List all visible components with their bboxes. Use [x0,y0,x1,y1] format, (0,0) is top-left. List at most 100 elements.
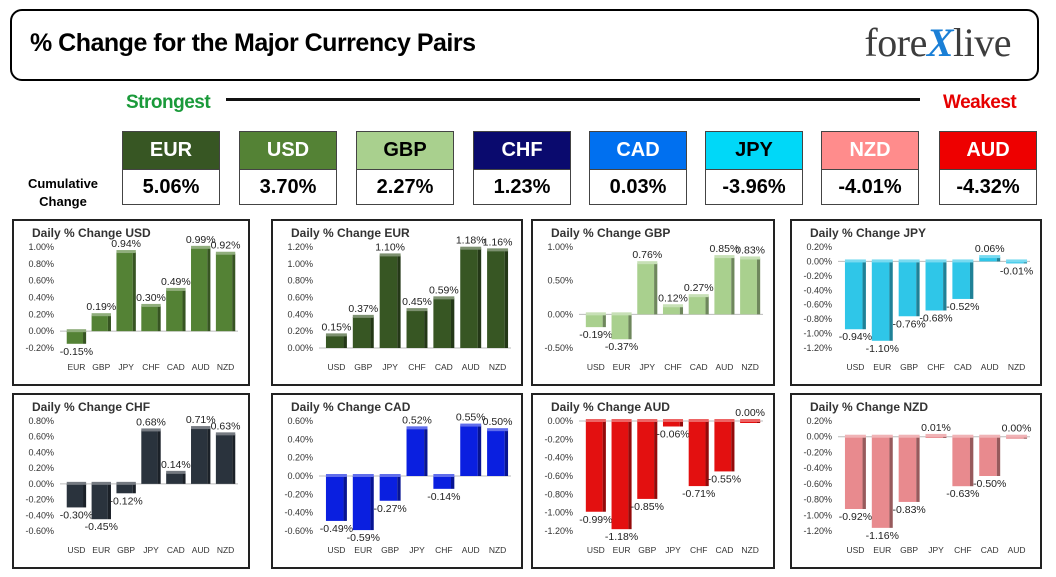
y-tick-label: 1.00% [28,242,54,252]
bar-top [91,481,111,485]
bar-top [487,248,509,252]
data-label: 0.59% [429,284,459,296]
data-label: 0.14% [161,459,191,471]
bar-front [191,428,208,484]
y-tick-label: 0.00% [28,479,54,489]
x-tick-label: GBP [900,362,918,372]
bar [379,474,401,501]
chart-panel-jpy: Daily % Change JPY 0.20% 0.00% -0.20% -0.40%… [790,219,1042,386]
data-label: 0.52% [402,414,432,426]
bar-front [352,316,371,348]
bar-top [433,474,455,477]
data-label: -0.59% [347,532,380,544]
bar-top [979,434,1001,438]
bar-side [477,425,482,476]
data-label: -0.06% [656,429,689,441]
chart-panel-usd: Daily % Change USD 1.00% 0.80% 0.60% 0.40% 0.… [12,219,250,386]
bar-front [215,434,233,484]
bar-top [925,259,947,263]
bar-front [871,436,890,528]
bar [637,419,658,499]
y-tick-label: -0.60% [803,479,832,489]
data-label: 0.49% [161,276,191,288]
data-label: -0.27% [374,503,407,515]
y-tick-label: 0.00% [806,256,832,266]
x-tick-label: EUR [92,545,110,555]
bar-front [406,310,425,348]
chart-panel-cad: Daily % Change CAD 0.60% 0.40% 0.20% 0.00% -0… [271,393,523,569]
bar-top [487,428,509,432]
x-tick-label: NZD [217,362,234,372]
y-tick-label: 0.00% [806,432,832,442]
data-label: -0.76% [893,318,926,330]
bar-front [871,261,890,341]
x-tick-label: EUR [67,362,85,372]
data-label: -0.71% [682,488,715,500]
bar-chart: 0.20% 0.00% -0.20% -0.40% -0.60% -0.80% -1.00%… [803,242,1033,372]
data-label: 1.16% [483,236,513,248]
cumulative-change-value: -4.32% [956,176,1020,198]
y-tick-label: -0.60% [803,300,832,310]
bar-top [352,314,374,318]
y-tick-label: 0.00% [28,326,54,336]
bar-top [688,419,709,422]
bar-chart: 0.00% -0.20% -0.40% -0.60% -0.80% -1.00% -1.20… [544,407,765,555]
x-tick-label: CHF [435,545,452,555]
data-label: -0.63% [946,488,979,500]
bar [714,255,735,315]
bar [688,294,709,315]
chart-title: Daily % Change JPY [810,226,927,240]
cumulative-change-value: 3.70% [259,176,317,198]
currency-code: AUD [940,132,1036,170]
bar [352,474,374,531]
bar-front [487,250,505,348]
bar [844,259,866,330]
x-tick-label: EUR [873,545,891,555]
x-tick-label: CAD [690,362,708,372]
x-tick-label: GBP [900,545,918,555]
currency-code: NZD [822,132,918,170]
bar-top [66,481,87,485]
x-tick-label: NZD [217,545,234,555]
bar [611,419,632,530]
data-label: -0.30% [60,509,93,521]
x-tick-label: CHF [954,545,971,555]
y-tick-label: 0.40% [287,434,313,444]
bar-front [460,248,478,348]
y-tick-label: 0.20% [806,416,832,426]
bar-side [370,316,374,348]
x-tick-label: USD [67,545,85,555]
data-label: 0.01% [921,422,951,434]
bar [116,250,136,332]
weakest-label: Weakest [943,92,1017,113]
data-label: -0.55% [708,473,741,485]
bar-front [844,261,863,330]
bar-side [654,263,658,315]
bar-side [916,261,920,317]
x-tick-label: CHF [690,545,707,555]
bar-front [141,305,158,332]
bar [611,312,632,340]
x-tick-label: USD [327,362,345,372]
bar-front [91,483,108,520]
bar-side [343,476,347,521]
cumulative-change-value: -4.01% [838,176,902,198]
bar-front [637,421,655,499]
chart-panel-nzd: Daily % Change NZD 0.20% 0.00% -0.20% -0.40%… [790,393,1042,569]
y-tick-label: -0.40% [803,463,832,473]
data-label: 0.71% [186,414,216,426]
x-tick-label: CHF [927,362,944,372]
bar-front [637,263,655,315]
y-tick-label: -0.50% [544,343,573,353]
bar-front [433,476,451,489]
bar-front [91,315,108,332]
bar-front [585,314,603,328]
bar-chart: 1.00% 0.50% 0.00% -0.50% -0.19% USD-0.37% EUR 0… [544,242,765,372]
data-label: 0.06% [975,243,1005,255]
bar [898,434,920,502]
x-tick-label: GBP [381,545,399,555]
bar-top [898,259,920,263]
x-tick-label: JPY [665,545,681,555]
data-label: -0.99% [579,514,612,526]
y-tick-label: -1.20% [803,343,832,353]
